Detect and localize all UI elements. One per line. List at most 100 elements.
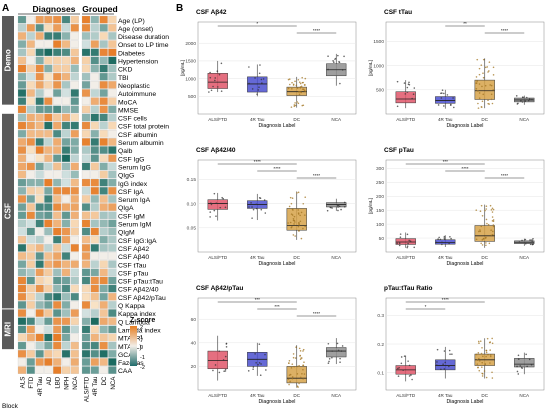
data-point [521,96,524,98]
data-point [288,362,290,365]
heatmap-cell [108,162,117,171]
heatmap-cell [61,244,71,252]
heatmap-cell [90,113,99,122]
heatmap-row-label: CSF pTau [118,270,148,277]
heatmap-cell [108,260,117,268]
data-point [519,365,522,367]
data-point [300,237,303,240]
heatmap-row-label: IgG index [118,181,148,188]
heatmap-cell [90,89,99,97]
data-point [251,217,253,219]
data-point [517,102,519,105]
heatmap-row-label: Hypertension [118,59,158,66]
heatmap-cell [90,64,99,73]
heatmap-cell [90,32,99,40]
heatmap-cell [61,89,71,97]
heatmap-row-label: MTA (L) [118,344,142,351]
significance-label: **** [313,311,320,316]
data-point [340,208,342,211]
data-point [488,103,490,105]
heatmap-cell [70,81,79,89]
heatmap-cell [44,268,53,277]
heatmap-cell [81,162,91,171]
heatmap-cell [44,130,53,138]
data-point [333,61,335,64]
heatmap-cell [99,341,108,350]
data-point [489,355,492,358]
data-point [398,242,401,245]
data-point [475,76,478,78]
heatmap-cell [35,24,44,32]
data-point [443,368,446,370]
data-point [530,363,533,366]
heatmap-cell [35,97,44,105]
heatmap-cell [70,24,79,32]
x-axis-label: Diagnosis Label [447,123,484,129]
heatmap-cell [17,24,27,32]
heatmap-cell [108,105,117,114]
data-point [406,86,409,89]
data-point [483,370,486,372]
heatmap-cell [70,56,79,65]
heatmap-cell [70,105,79,114]
data-point [293,105,296,108]
data-point [303,88,305,91]
heatmap-cell [108,252,117,260]
heatmap-cell [99,284,108,293]
data-point [296,373,299,375]
heatmap-cell [70,252,79,260]
heatmap-cell [26,227,35,236]
heatmap-cell [61,64,71,73]
heatmap-cell [17,121,27,130]
x-axis-label: Diagnosis Label [259,399,296,405]
y-tick-label: 0.3 [377,313,384,319]
heatmap-cell [35,195,44,203]
data-point [411,97,413,100]
heatmap-cell [26,235,35,244]
heatmap-cell [99,260,108,268]
data-point [437,238,439,240]
heatmap-cell [44,317,53,325]
data-point [222,197,224,200]
data-point [485,349,488,352]
data-point [264,212,267,214]
heatmap-cell [81,97,91,105]
heatmap-cell [35,64,44,73]
heatmap-cell [99,268,108,277]
data-point [491,233,494,236]
data-point [291,376,294,378]
heatmap-cell [53,113,62,122]
heatmap-cell [70,40,79,48]
heatmap-cell [53,64,62,73]
heatmap-cell [70,162,79,171]
heatmap-cell [108,276,117,285]
heatmap-row-label: Kappa index [118,311,156,318]
heatmap-row-label: Disease duration [118,34,169,41]
heatmap-cell [61,121,71,130]
heatmap-cell [44,56,53,65]
block-label-demo: Demo [4,49,13,71]
data-point [402,369,404,371]
data-point [251,206,253,208]
plot-area [197,297,357,391]
x-tick-label: 4R Tau [438,117,453,122]
heatmap-cell [90,72,99,81]
data-point [480,106,483,108]
heatmap-row-label: QIgA [118,205,134,212]
heatmap-cell [35,203,44,211]
heatmap-cell [26,268,35,277]
data-point [291,377,294,380]
data-point [479,340,482,342]
data-point [516,370,519,373]
y-tick-label: 0.10 [187,201,197,207]
significance-label: **** [501,173,508,178]
data-point [213,209,216,212]
data-point [302,348,305,351]
heatmap-cell [61,146,71,154]
heatmap-cell [108,333,117,342]
heatmap-cell [81,252,91,260]
heatmap-cell [70,276,79,285]
data-point [529,239,531,241]
heatmap-cell [61,309,71,317]
heatmap-cell [81,325,91,334]
